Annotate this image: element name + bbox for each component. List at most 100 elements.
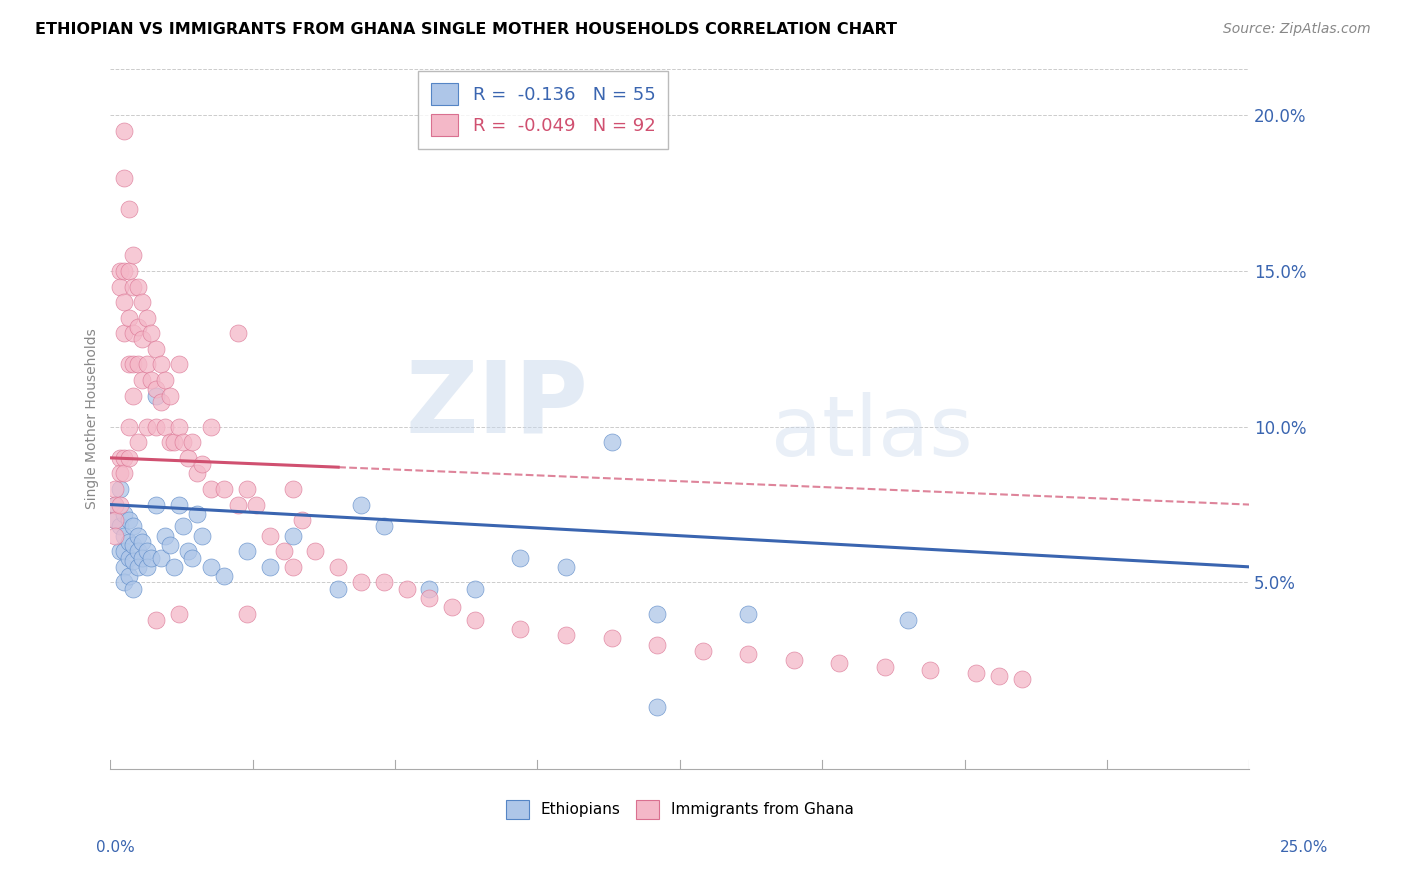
Point — [112, 124, 135, 138]
Point — [291, 513, 314, 527]
Point — [190, 457, 212, 471]
Point — [104, 498, 127, 512]
Point — [122, 519, 145, 533]
Point — [117, 202, 139, 216]
Point — [141, 550, 163, 565]
Point — [395, 582, 418, 596]
Point — [236, 544, 259, 558]
Point — [104, 498, 127, 512]
Point — [259, 559, 281, 574]
Point — [117, 310, 139, 325]
Point — [127, 435, 149, 450]
Y-axis label: Single Mother Households: Single Mother Households — [86, 328, 100, 509]
Point — [281, 529, 304, 543]
Point — [190, 529, 212, 543]
Point — [236, 482, 259, 496]
Point — [127, 279, 149, 293]
Point — [200, 482, 222, 496]
Point — [149, 358, 172, 372]
Legend: Ethiopians, Immigrants from Ghana: Ethiopians, Immigrants from Ghana — [499, 794, 860, 825]
Text: ZIP: ZIP — [406, 357, 589, 453]
Point — [214, 482, 236, 496]
Point — [112, 507, 135, 521]
Point — [108, 544, 131, 558]
Point — [645, 607, 668, 621]
Point — [965, 665, 987, 680]
Point — [104, 482, 127, 496]
Point — [112, 170, 135, 185]
Point — [509, 622, 531, 636]
Point — [304, 544, 326, 558]
Text: 0.0%: 0.0% — [96, 840, 135, 855]
Point — [328, 582, 350, 596]
Point — [172, 519, 194, 533]
Point — [131, 373, 153, 387]
Point — [328, 559, 350, 574]
Point — [737, 647, 759, 661]
Point — [167, 358, 190, 372]
Point — [177, 450, 200, 465]
Point — [145, 382, 167, 396]
Point — [112, 529, 135, 543]
Point — [186, 507, 208, 521]
Point — [181, 550, 204, 565]
Point — [153, 419, 176, 434]
Point — [135, 544, 157, 558]
Point — [108, 279, 131, 293]
Point — [177, 544, 200, 558]
Point — [373, 519, 395, 533]
Point — [509, 550, 531, 565]
Point — [159, 388, 181, 402]
Text: atlas: atlas — [770, 392, 973, 474]
Point — [737, 607, 759, 621]
Point — [122, 388, 145, 402]
Point — [135, 419, 157, 434]
Point — [350, 498, 373, 512]
Point — [645, 638, 668, 652]
Point — [117, 569, 139, 583]
Point — [259, 529, 281, 543]
Point — [112, 559, 135, 574]
Point — [108, 450, 131, 465]
Point — [163, 559, 186, 574]
Point — [692, 644, 714, 658]
Point — [117, 264, 139, 278]
Point — [555, 559, 578, 574]
Point — [117, 450, 139, 465]
Point — [149, 550, 172, 565]
Point — [418, 582, 440, 596]
Point — [441, 600, 464, 615]
Point — [920, 663, 942, 677]
Point — [200, 419, 222, 434]
Point — [226, 498, 249, 512]
Point — [112, 575, 135, 590]
Text: ETHIOPIAN VS IMMIGRANTS FROM GHANA SINGLE MOTHER HOUSEHOLDS CORRELATION CHART: ETHIOPIAN VS IMMIGRANTS FROM GHANA SINGL… — [35, 22, 897, 37]
Point — [127, 358, 149, 372]
Point — [281, 559, 304, 574]
Point — [141, 326, 163, 341]
Point — [159, 435, 181, 450]
Point — [828, 657, 851, 671]
Point — [122, 538, 145, 552]
Point — [122, 279, 145, 293]
Point — [122, 554, 145, 568]
Point — [145, 388, 167, 402]
Point — [418, 591, 440, 605]
Point — [172, 435, 194, 450]
Point — [112, 264, 135, 278]
Point — [186, 467, 208, 481]
Point — [127, 559, 149, 574]
Point — [131, 550, 153, 565]
Point — [226, 326, 249, 341]
Point — [112, 544, 135, 558]
Point — [117, 535, 139, 549]
Point — [897, 613, 920, 627]
Point — [131, 333, 153, 347]
Point — [131, 535, 153, 549]
Point — [117, 513, 139, 527]
Point — [783, 653, 806, 667]
Point — [117, 358, 139, 372]
Point — [350, 575, 373, 590]
Text: 25.0%: 25.0% — [1281, 840, 1329, 855]
Point — [135, 358, 157, 372]
